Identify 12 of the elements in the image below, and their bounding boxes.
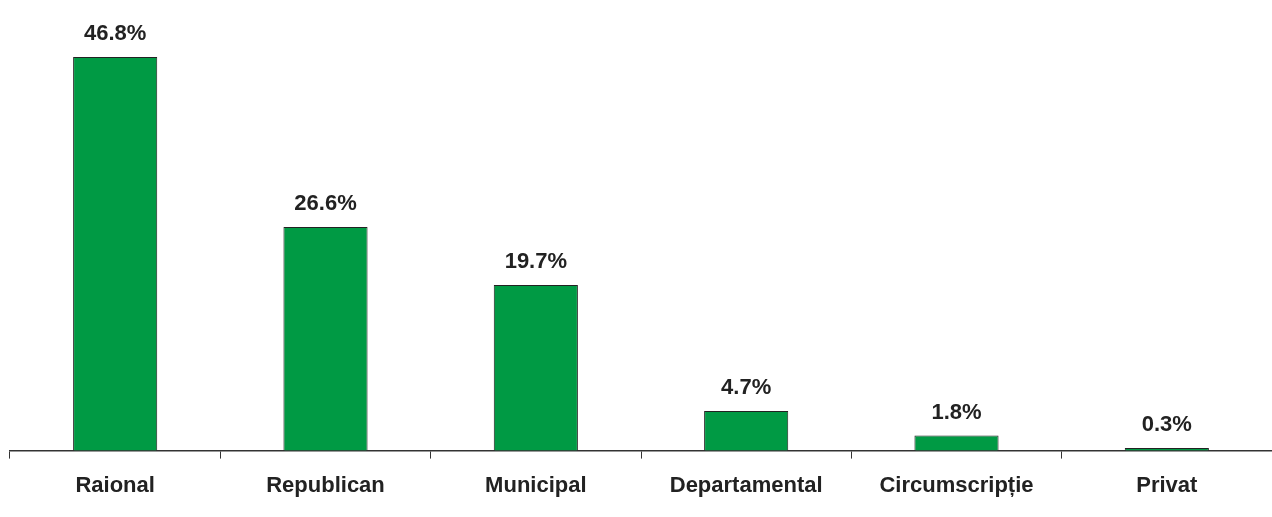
x-tick-label: Raional xyxy=(75,471,155,497)
x-tick-label: Circumscripție xyxy=(879,471,1034,497)
data-label: 1.8% xyxy=(931,398,982,424)
data-label: 46.8% xyxy=(83,20,147,46)
data-label: 26.6% xyxy=(294,189,357,215)
x-tick-label: Departamental xyxy=(669,471,823,497)
data-label: 19.7% xyxy=(504,247,568,273)
data-label: 0.3% xyxy=(1141,411,1192,437)
x-tick-label: Privat xyxy=(1136,471,1199,497)
x-tick-label: Republican xyxy=(266,471,385,497)
x-tick-label: Municipal xyxy=(485,471,587,497)
data-label: 4.7% xyxy=(721,374,772,400)
